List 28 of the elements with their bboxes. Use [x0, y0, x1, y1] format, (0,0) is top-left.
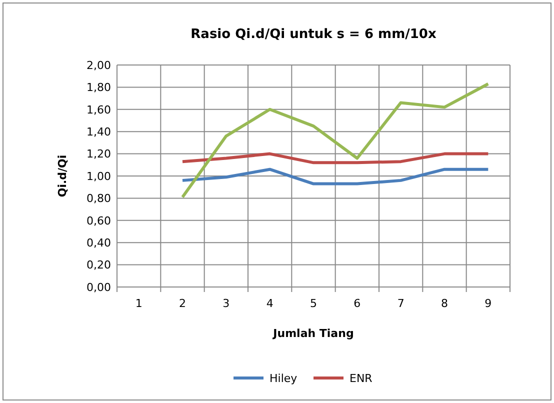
x-tick-label: 3: [222, 297, 230, 310]
line-series: [181, 152, 490, 164]
x-tick-label: 8: [441, 297, 448, 310]
y-tick-label: 0,20: [86, 258, 111, 272]
legend-label: ENR: [350, 372, 373, 385]
legend-label: Hiley: [270, 372, 298, 385]
y-tick-label: 0,80: [86, 192, 111, 206]
y-tick-label: 0,60: [86, 214, 111, 228]
y-tick-label: 1,40: [86, 125, 111, 138]
x-tick-label: 9: [484, 297, 492, 310]
y-axis-title: Qi.d/Qi: [56, 154, 69, 198]
chart-title: Rasio Qi.d/Qi untuk s = 6 mm/10x: [190, 27, 437, 42]
line-series: [181, 82, 490, 199]
y-tick-label: 1,20: [86, 148, 111, 161]
x-tick-label: 1: [135, 297, 142, 310]
y-tick-label: 1,60: [86, 103, 111, 116]
x-tick-label: 5: [310, 297, 317, 310]
x-axis-title: Jumlah Tiang: [272, 327, 354, 340]
y-tick-label: 0,00: [86, 280, 111, 294]
y-tick-label: 1,00: [86, 170, 111, 183]
x-tick-label: 4: [266, 297, 274, 310]
x-tick-label: 6: [354, 297, 361, 310]
x-tick-label: 2: [179, 297, 186, 310]
x-tick-label: 7: [397, 297, 404, 310]
line-series: [181, 168, 490, 186]
y-tick-label: 0,40: [86, 236, 111, 250]
y-tick-label: 2,00: [86, 58, 111, 72]
y-tick-label: 1,80: [86, 81, 111, 94]
